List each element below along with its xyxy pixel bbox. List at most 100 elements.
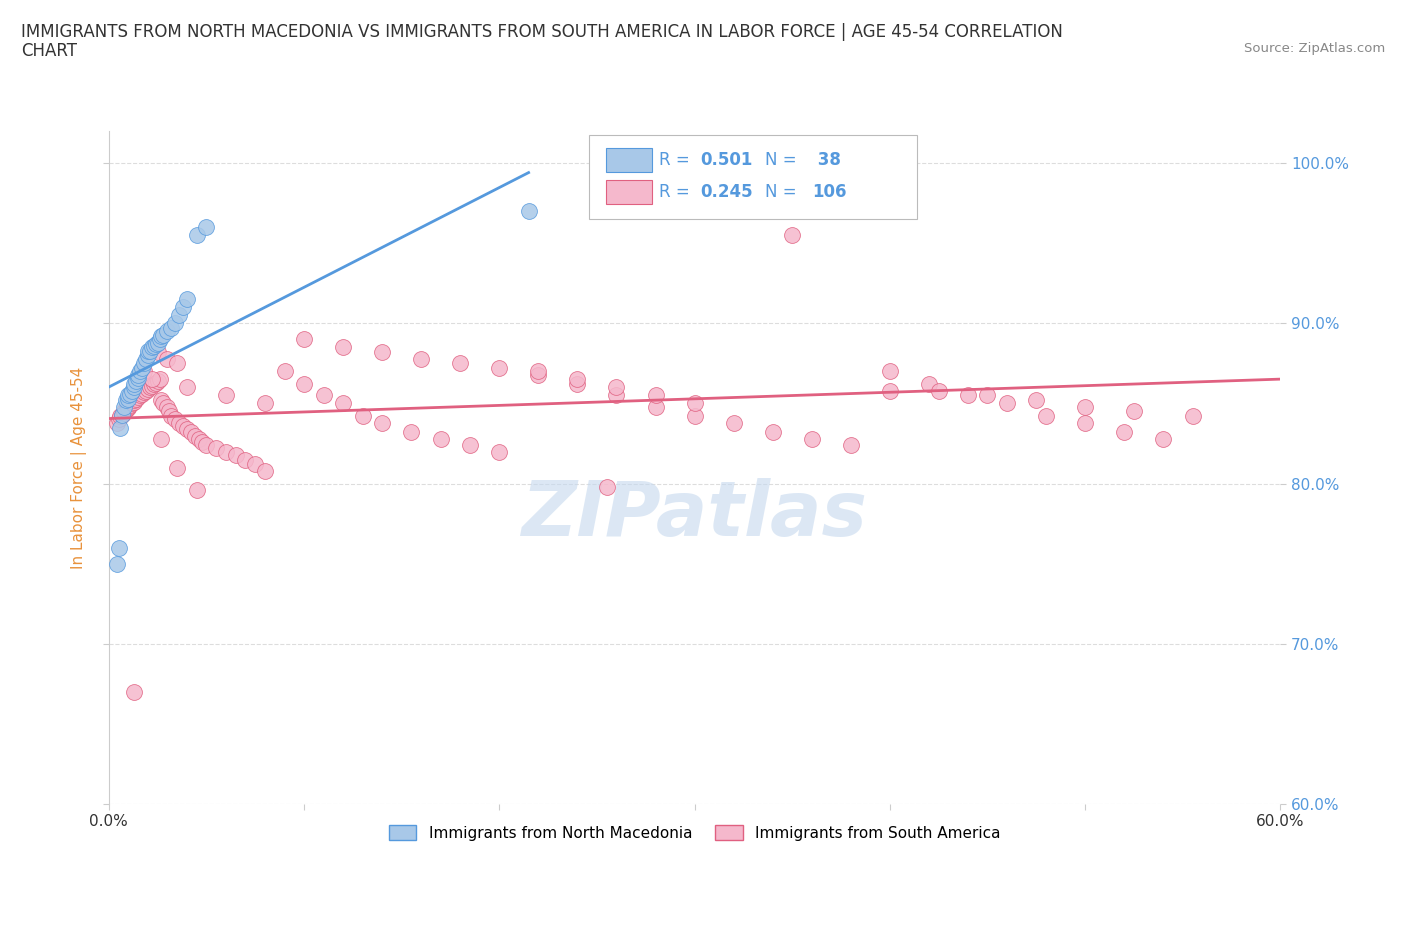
- Point: [1074, 416, 1097, 431]
- Point: [312, 388, 335, 403]
- Point: [1114, 425, 1136, 440]
- Point: [148, 332, 170, 347]
- Point: [160, 409, 183, 424]
- Point: [723, 416, 745, 431]
- Point: [150, 392, 173, 407]
- Point: [176, 380, 198, 395]
- Point: [105, 416, 128, 431]
- Point: [167, 308, 190, 323]
- Point: [567, 377, 589, 392]
- Point: [105, 556, 128, 571]
- Point: [156, 352, 179, 366]
- FancyBboxPatch shape: [606, 148, 652, 172]
- Point: [371, 345, 394, 360]
- Point: [172, 300, 194, 315]
- Point: [160, 321, 183, 336]
- Point: [136, 381, 159, 396]
- Point: [235, 452, 257, 467]
- Point: [146, 374, 169, 389]
- Point: [111, 407, 134, 422]
- Point: [644, 388, 666, 403]
- Point: [122, 684, 145, 699]
- Point: [186, 483, 208, 498]
- Point: [132, 385, 155, 400]
- Point: [111, 407, 134, 422]
- Point: [125, 392, 148, 406]
- Point: [141, 372, 163, 387]
- Point: [120, 387, 142, 402]
- Point: [121, 383, 143, 398]
- Text: 106: 106: [811, 183, 846, 201]
- Point: [225, 447, 247, 462]
- Point: [136, 348, 159, 363]
- Point: [488, 445, 510, 459]
- Point: [762, 425, 785, 440]
- Point: [596, 479, 619, 494]
- Text: CHART: CHART: [21, 42, 77, 60]
- Point: [117, 392, 139, 406]
- Point: [371, 416, 394, 431]
- FancyBboxPatch shape: [589, 135, 917, 219]
- Point: [186, 228, 208, 243]
- Point: [605, 388, 627, 403]
- Point: [195, 438, 218, 453]
- Point: [605, 380, 627, 395]
- Y-axis label: In Labor Force | Age 45-54: In Labor Force | Age 45-54: [72, 366, 87, 568]
- Point: [401, 425, 423, 440]
- Point: [918, 377, 941, 392]
- Point: [122, 392, 145, 407]
- Point: [879, 383, 901, 398]
- Point: [150, 329, 173, 344]
- Point: [180, 425, 202, 440]
- Text: ZIPatlas: ZIPatlas: [522, 478, 868, 551]
- Point: [683, 396, 706, 411]
- Point: [956, 388, 979, 403]
- Point: [683, 409, 706, 424]
- Point: [121, 396, 143, 411]
- Point: [117, 401, 139, 416]
- Point: [127, 367, 149, 382]
- Point: [172, 418, 194, 433]
- Point: [928, 383, 950, 398]
- Point: [1152, 432, 1174, 446]
- Point: [115, 403, 138, 418]
- Point: [187, 432, 209, 446]
- Point: [567, 372, 589, 387]
- Point: [148, 372, 170, 387]
- Point: [136, 343, 159, 358]
- Point: [145, 337, 167, 352]
- Point: [145, 375, 167, 390]
- Point: [146, 345, 169, 360]
- Point: [132, 364, 155, 379]
- Point: [191, 434, 214, 449]
- Point: [292, 332, 315, 347]
- Point: [1123, 404, 1146, 418]
- Point: [1035, 409, 1057, 424]
- Point: [429, 432, 451, 446]
- Point: [122, 377, 145, 392]
- Point: [527, 364, 550, 379]
- Text: 0.501: 0.501: [700, 152, 752, 169]
- Point: [215, 388, 238, 403]
- Point: [129, 388, 152, 403]
- Point: [273, 364, 295, 379]
- Point: [176, 421, 198, 436]
- Point: [253, 463, 276, 478]
- Point: [142, 377, 165, 392]
- Point: [167, 416, 190, 431]
- Point: [352, 409, 374, 424]
- Point: [253, 396, 276, 411]
- Text: Source: ZipAtlas.com: Source: ZipAtlas.com: [1244, 42, 1385, 55]
- Point: [995, 396, 1018, 411]
- Point: [157, 404, 180, 418]
- Point: [112, 405, 135, 420]
- Point: [332, 396, 354, 411]
- Point: [800, 432, 823, 446]
- Point: [141, 379, 163, 393]
- FancyBboxPatch shape: [606, 179, 652, 204]
- Point: [215, 445, 238, 459]
- Point: [132, 356, 155, 371]
- Point: [411, 352, 433, 366]
- Text: 38: 38: [811, 152, 841, 169]
- Legend: Immigrants from North Macedonia, Immigrants from South America: Immigrants from North Macedonia, Immigra…: [382, 818, 1007, 846]
